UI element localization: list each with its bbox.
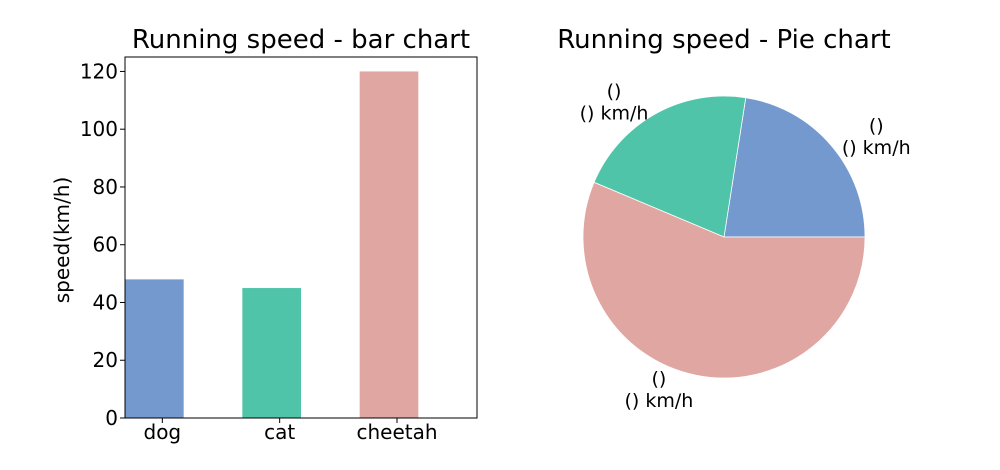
bar-chart: Running speed - bar chart speed(km/h) 0 2… — [50, 25, 478, 444]
bar-marks — [125, 71, 419, 418]
pie-slice-label: ()() km/h — [842, 115, 911, 159]
pie-slice — [593, 95, 747, 238]
y-tick-label: 0 — [105, 406, 118, 430]
pie-chart-title: Running speed - Pie chart — [557, 25, 890, 55]
bar-y-axis: 0 20 40 60 80 100 120 — [80, 59, 125, 430]
pie-slice — [582, 181, 866, 379]
y-tick-label: 60 — [93, 233, 118, 257]
bar-plot-frame — [124, 56, 478, 419]
pie-marks — [582, 95, 866, 379]
bar-dog — [125, 279, 184, 418]
bar-x-axis: dog cat cheetah — [144, 418, 438, 444]
y-tick-label: 20 — [93, 348, 118, 372]
pie-chart: Running speed - Pie chart ()() km/h()() … — [557, 25, 910, 412]
y-tick-label: 100 — [80, 117, 118, 141]
x-tick-label: cheetah — [356, 420, 437, 444]
bar-cat — [242, 288, 301, 418]
y-tick-label: 80 — [93, 175, 118, 199]
pie-slice-label: ()() km/h — [624, 368, 693, 412]
pie-slice-label: ()() km/h — [580, 81, 649, 125]
pie-slice — [723, 97, 866, 238]
bar-chart-title: Running speed - bar chart — [132, 25, 470, 55]
x-tick-label: cat — [264, 420, 295, 444]
bar-cheetah — [359, 71, 419, 418]
bar-chart-ylabel: speed(km/h) — [50, 177, 74, 304]
x-tick-label: dog — [144, 420, 182, 444]
y-tick-label: 40 — [93, 290, 118, 314]
pie-labels: ()() km/h ()() km/h ()() km/h — [580, 81, 911, 412]
y-tick-label: 120 — [80, 59, 118, 83]
